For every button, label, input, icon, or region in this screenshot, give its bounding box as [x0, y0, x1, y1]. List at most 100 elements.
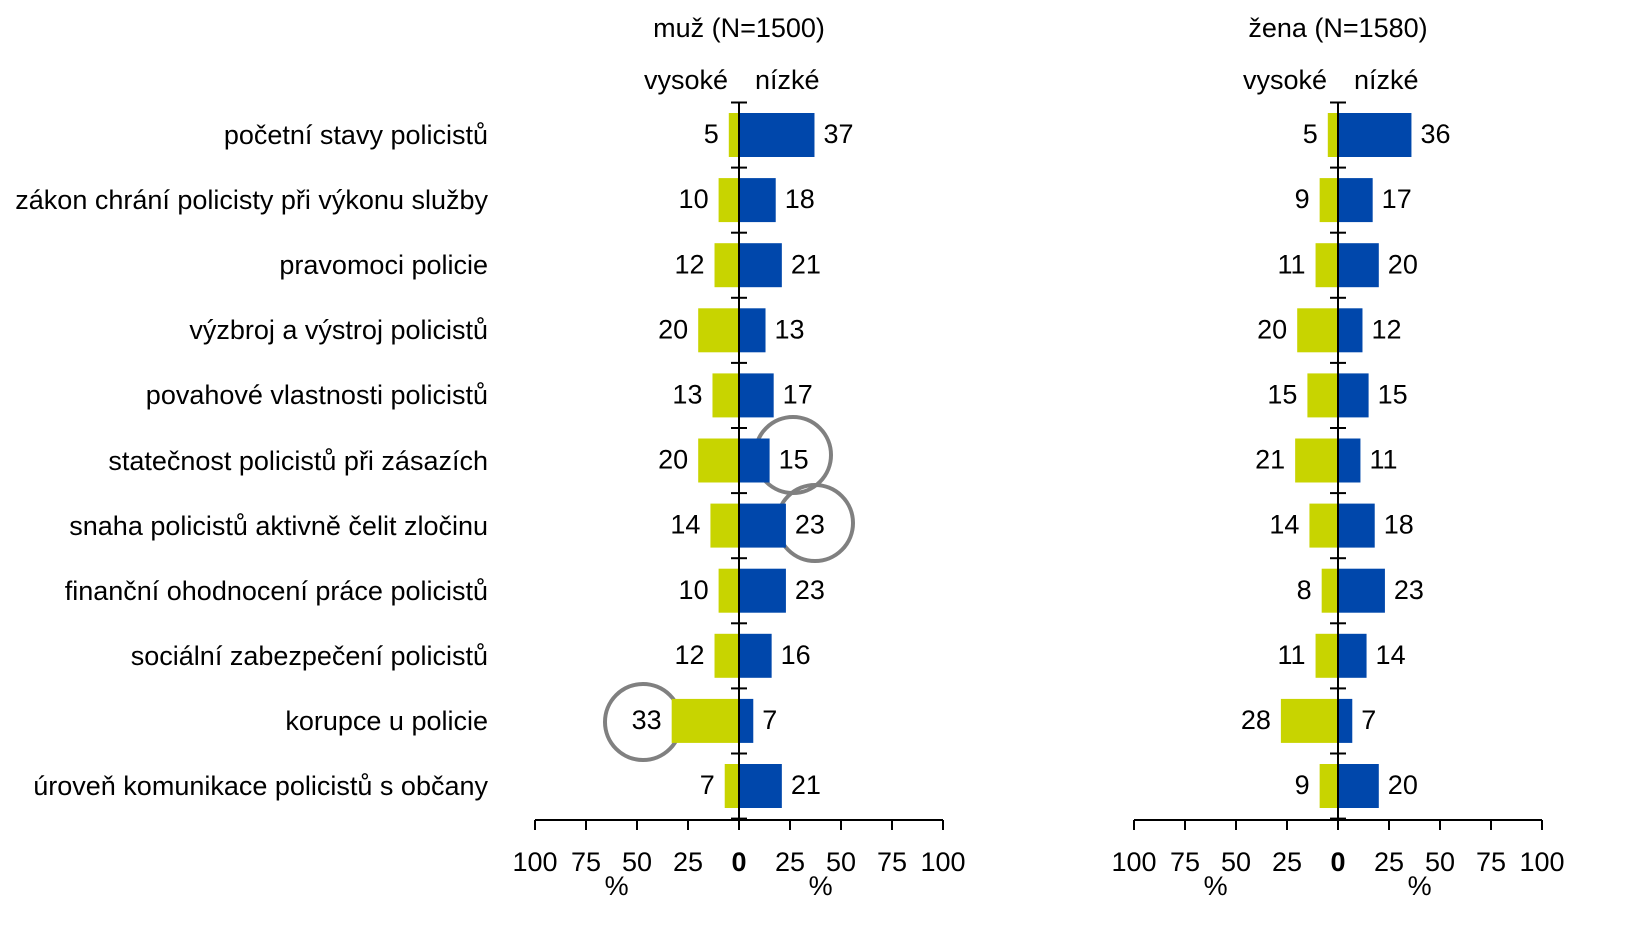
bar — [1307, 373, 1338, 418]
bar — [1338, 568, 1385, 613]
value-label: 17 — [1382, 184, 1412, 214]
bar — [1297, 308, 1338, 353]
bar — [739, 633, 772, 678]
value-label: 13 — [672, 380, 702, 410]
category-label: korupce u policie — [285, 705, 488, 736]
value-label: 20 — [1388, 249, 1418, 279]
bar — [1338, 438, 1361, 483]
value-label: 7 — [700, 770, 715, 800]
bar — [714, 633, 739, 678]
bar — [1338, 308, 1363, 353]
value-label: 13 — [775, 314, 805, 344]
bar — [718, 568, 739, 613]
bar — [1338, 113, 1412, 157]
value-label: 18 — [1384, 510, 1414, 540]
x-tick-label: 75 — [1170, 847, 1200, 877]
bar — [1319, 764, 1338, 808]
value-label: 21 — [791, 249, 821, 279]
x-axis-label: % — [605, 871, 629, 901]
x-tick-label: 100 — [1519, 847, 1564, 877]
bar — [712, 373, 739, 418]
bar — [739, 178, 776, 223]
x-axis-label: % — [809, 871, 833, 901]
value-label: 21 — [1255, 445, 1285, 475]
x-tick-label: 100 — [920, 847, 965, 877]
category-label: snaha policistů aktivně čelit zločinu — [69, 510, 488, 541]
x-tick-label: 25 — [1374, 847, 1404, 877]
bar — [1338, 178, 1373, 223]
value-label: 15 — [1267, 380, 1297, 410]
legend-label: vysoké — [644, 65, 728, 95]
value-label: 10 — [679, 184, 709, 214]
category-label: finanční ohodnocení práce policistů — [64, 575, 488, 606]
value-label: 37 — [823, 119, 853, 149]
category-label: početní stavy policistů — [223, 120, 488, 150]
value-label: 20 — [1257, 314, 1287, 344]
bar — [739, 503, 786, 548]
bar — [1338, 764, 1379, 808]
x-tick-label: 50 — [826, 847, 856, 877]
bar — [739, 438, 770, 483]
value-label: 10 — [679, 575, 709, 605]
panel-title: žena (N=1580) — [1248, 13, 1427, 43]
bar — [1338, 503, 1375, 548]
bar — [710, 503, 739, 548]
x-tick-label: 50 — [1425, 847, 1455, 877]
bar — [1315, 633, 1338, 678]
value-label: 11 — [1369, 445, 1397, 475]
value-label: 16 — [781, 640, 811, 670]
value-label: 7 — [762, 705, 777, 735]
legend-label: nízké — [1354, 65, 1419, 95]
x-tick-label: 0 — [1330, 847, 1345, 877]
x-tick-label: 75 — [571, 847, 601, 877]
bar — [739, 698, 754, 743]
bar — [1338, 698, 1353, 743]
value-label: 12 — [1371, 314, 1401, 344]
bar — [1295, 438, 1338, 483]
value-label: 14 — [1376, 640, 1406, 670]
value-label: 20 — [658, 314, 688, 344]
bar — [1280, 698, 1338, 743]
value-label: 20 — [1388, 770, 1418, 800]
legend-label: nízké — [755, 65, 820, 95]
x-tick-label: 75 — [1476, 847, 1506, 877]
bar — [1338, 373, 1369, 418]
x-tick-label: 25 — [775, 847, 805, 877]
x-tick-label: 100 — [512, 847, 557, 877]
value-label: 20 — [658, 445, 688, 475]
bar — [739, 243, 782, 288]
value-label: 14 — [670, 510, 700, 540]
category-label: úroveň komunikace policistů s občany — [33, 771, 488, 801]
bar — [739, 113, 815, 157]
value-label: 12 — [674, 640, 704, 670]
value-label: 15 — [779, 445, 809, 475]
bar — [698, 308, 739, 353]
x-tick-label: 25 — [1272, 847, 1302, 877]
value-label: 12 — [674, 249, 704, 279]
bar — [1315, 243, 1338, 288]
bar — [1309, 503, 1338, 548]
bar — [718, 178, 739, 223]
value-label: 23 — [1394, 575, 1424, 605]
value-label: 14 — [1269, 510, 1299, 540]
x-tick-label: 50 — [1221, 847, 1251, 877]
value-label: 28 — [1241, 705, 1271, 735]
x-tick-label: 75 — [877, 847, 907, 877]
value-label: 9 — [1295, 184, 1310, 214]
value-label: 9 — [1295, 770, 1310, 800]
bar — [714, 243, 739, 288]
panel-title: muž (N=1500) — [653, 13, 825, 43]
bar — [1321, 568, 1338, 613]
bar — [739, 568, 786, 613]
value-label: 11 — [1278, 640, 1306, 670]
x-axis-label: % — [1408, 871, 1432, 901]
bar — [739, 308, 766, 353]
x-tick-label: 25 — [673, 847, 703, 877]
value-label: 7 — [1361, 705, 1376, 735]
bar — [739, 373, 774, 418]
value-label: 21 — [791, 770, 821, 800]
bar — [728, 113, 739, 157]
bar — [1327, 113, 1338, 157]
